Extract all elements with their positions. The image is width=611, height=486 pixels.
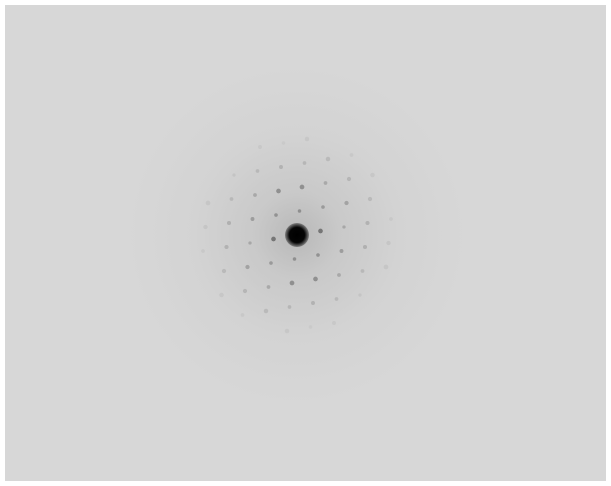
spot [245,264,250,270]
spot [362,244,368,250]
spot [232,173,236,177]
spot [349,153,354,157]
spot [266,285,271,289]
spot [297,209,302,213]
spot [284,328,290,334]
spot [342,225,346,229]
spot [221,268,227,274]
spot [308,325,313,329]
spot [367,196,373,202]
spot [292,257,297,261]
spot [302,161,307,165]
spot [279,165,283,169]
spot [325,156,331,162]
spot [358,293,362,297]
diffraction-spots [201,136,393,334]
spot [334,297,339,301]
spot [274,213,278,217]
spot [255,169,260,173]
spot [299,184,305,190]
spot [311,301,315,305]
spot [258,145,262,149]
spot [346,176,352,182]
spot [203,224,208,230]
spot [360,269,365,273]
spot [370,172,375,178]
spot [321,205,325,209]
spot [332,321,336,325]
spot [229,197,234,201]
spot [318,228,323,234]
spot [248,241,252,245]
spot [365,220,370,226]
spot [313,276,318,282]
spot [276,188,281,194]
spot [205,200,211,206]
spot [201,249,205,253]
spot [383,264,389,270]
spot [240,313,245,317]
spot [316,253,320,257]
spot [263,308,269,314]
spot [386,240,391,246]
spot [250,217,255,221]
spot [304,136,310,142]
spot [344,200,349,206]
spot [389,217,393,221]
spot [226,220,232,226]
spot [271,236,276,242]
spot [337,273,341,277]
central-beam [285,223,309,247]
spot [289,280,295,286]
spot [253,193,257,197]
spot [224,244,229,250]
spot [323,181,328,185]
spot [339,249,344,253]
spot [269,261,273,265]
spot [281,141,286,145]
spot [287,305,292,309]
spot [219,292,224,298]
spot [242,288,248,294]
